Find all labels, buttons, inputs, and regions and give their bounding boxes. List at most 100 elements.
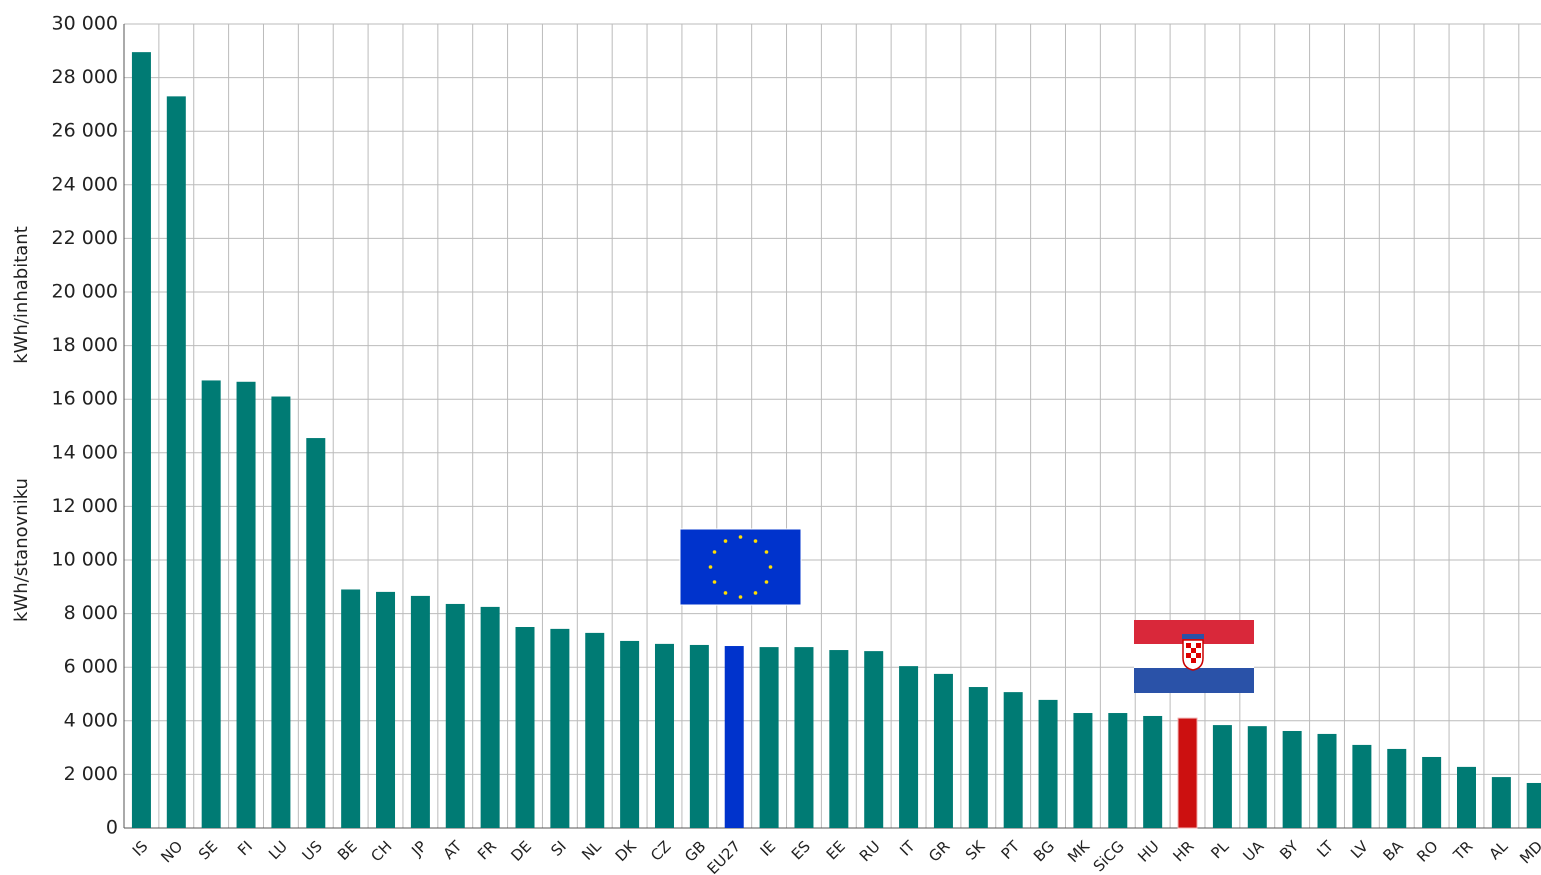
x-tick-label: GB bbox=[681, 837, 709, 865]
x-tick-label: PL bbox=[1207, 837, 1232, 862]
x-tick-label: BY bbox=[1276, 837, 1302, 863]
eu-star bbox=[768, 565, 773, 569]
x-tick-label: HU bbox=[1134, 837, 1162, 865]
y-tick-label: 28 000 bbox=[52, 66, 118, 88]
bar bbox=[1456, 766, 1476, 828]
eu-star bbox=[712, 550, 717, 554]
y-tick-label: 12 000 bbox=[52, 495, 118, 517]
bar bbox=[236, 381, 256, 828]
bar bbox=[1282, 730, 1302, 828]
bar bbox=[1491, 777, 1511, 828]
y-axis-label: kWh/stanovniku bbox=[11, 478, 32, 622]
x-tick-label: GR bbox=[925, 837, 953, 865]
bar bbox=[1422, 756, 1442, 828]
x-tick-label: LV bbox=[1347, 837, 1372, 862]
y-tick-label: 0 bbox=[106, 817, 118, 839]
x-tick-label: IT bbox=[896, 837, 919, 860]
eu-star bbox=[723, 539, 728, 543]
eu-star bbox=[738, 595, 743, 599]
x-tick-label: BE bbox=[334, 837, 361, 864]
bar bbox=[864, 651, 884, 828]
y-tick-label: 6 000 bbox=[64, 656, 118, 678]
x-tick-label: IS bbox=[129, 837, 152, 860]
x-tick-label: SK bbox=[962, 836, 989, 863]
bar bbox=[1177, 717, 1198, 829]
bar bbox=[271, 396, 291, 828]
y-tick-label: 26 000 bbox=[52, 120, 118, 142]
y-tick-label: 20 000 bbox=[52, 281, 118, 303]
flags bbox=[679, 528, 1254, 693]
bar bbox=[794, 647, 814, 828]
x-tick-label: NO bbox=[157, 837, 186, 866]
y-tick-label: 30 000 bbox=[52, 13, 118, 35]
x-tick-label: JP bbox=[407, 837, 430, 860]
bar bbox=[585, 632, 605, 828]
y-tick-label: 18 000 bbox=[52, 334, 118, 356]
bar bbox=[1038, 699, 1058, 828]
bar bbox=[131, 52, 151, 828]
x-tick-label: AL bbox=[1485, 837, 1511, 863]
x-tick-label: DE bbox=[507, 837, 535, 865]
bar bbox=[899, 666, 919, 828]
bar bbox=[1387, 748, 1407, 828]
bar bbox=[1212, 725, 1232, 828]
bar bbox=[201, 380, 221, 828]
bar bbox=[445, 603, 465, 828]
x-tick-label: TR bbox=[1449, 837, 1476, 864]
x-tick-label: SE bbox=[195, 837, 221, 863]
eu-star bbox=[753, 591, 758, 595]
x-tick-label: FR bbox=[474, 837, 500, 863]
x-tick-label: RO bbox=[1413, 837, 1441, 865]
bar bbox=[1073, 713, 1093, 828]
bar bbox=[968, 687, 988, 828]
bar bbox=[1526, 782, 1541, 828]
x-tick-label: UA bbox=[1240, 837, 1268, 865]
y-axis-label: kWh/inhabitant bbox=[11, 226, 32, 364]
y-tick-label: 8 000 bbox=[64, 602, 118, 624]
bar bbox=[829, 650, 849, 828]
x-tick-label: PT bbox=[998, 837, 1024, 863]
eu-star bbox=[753, 539, 758, 543]
bar bbox=[689, 644, 709, 828]
bar bbox=[933, 673, 953, 828]
y-tick-label: 4 000 bbox=[64, 709, 118, 731]
bar bbox=[410, 595, 430, 828]
y-tick-label: 24 000 bbox=[52, 173, 118, 195]
x-tick-label: RU bbox=[856, 837, 884, 865]
y-tick-label: 2 000 bbox=[64, 763, 118, 785]
bar bbox=[1247, 726, 1267, 828]
x-tick-label: BG bbox=[1030, 837, 1058, 865]
bar bbox=[480, 606, 500, 828]
x-tick-label: ES bbox=[788, 837, 814, 863]
x-tick-label: LT bbox=[1313, 837, 1337, 861]
x-tick-label: EE bbox=[823, 837, 849, 863]
x-tick-label: US bbox=[299, 837, 326, 864]
bar bbox=[1352, 744, 1372, 828]
y-tick-label: 16 000 bbox=[52, 388, 118, 410]
x-tick-label: AT bbox=[440, 837, 466, 863]
bar bbox=[620, 640, 640, 828]
x-tick-label: SI bbox=[547, 837, 570, 860]
x-tick-label: MD bbox=[1516, 837, 1541, 867]
bar bbox=[1143, 715, 1163, 828]
bar bbox=[724, 646, 744, 828]
x-tick-label: HR bbox=[1169, 837, 1197, 865]
x-tick-label: NL bbox=[578, 837, 605, 864]
plot: 0 2 000 4 000 6 000 8 000 10 000 12 000 14 000 1… bbox=[11, 13, 1541, 875]
eu-star bbox=[764, 550, 769, 554]
bar bbox=[1003, 692, 1023, 828]
bar bbox=[550, 628, 570, 828]
x-tick-label: DK bbox=[612, 836, 641, 865]
x-tick-label: LU bbox=[265, 837, 291, 863]
bar bbox=[166, 96, 186, 829]
bar bbox=[759, 647, 779, 828]
bar bbox=[306, 438, 326, 828]
bar bbox=[376, 591, 396, 828]
eu-star bbox=[738, 535, 743, 539]
x-tick-label: IE bbox=[757, 837, 780, 860]
bar bbox=[515, 627, 535, 828]
x-tick-label: EU27 bbox=[704, 837, 745, 875]
eu-flag bbox=[679, 528, 802, 606]
eu-star bbox=[764, 580, 769, 584]
